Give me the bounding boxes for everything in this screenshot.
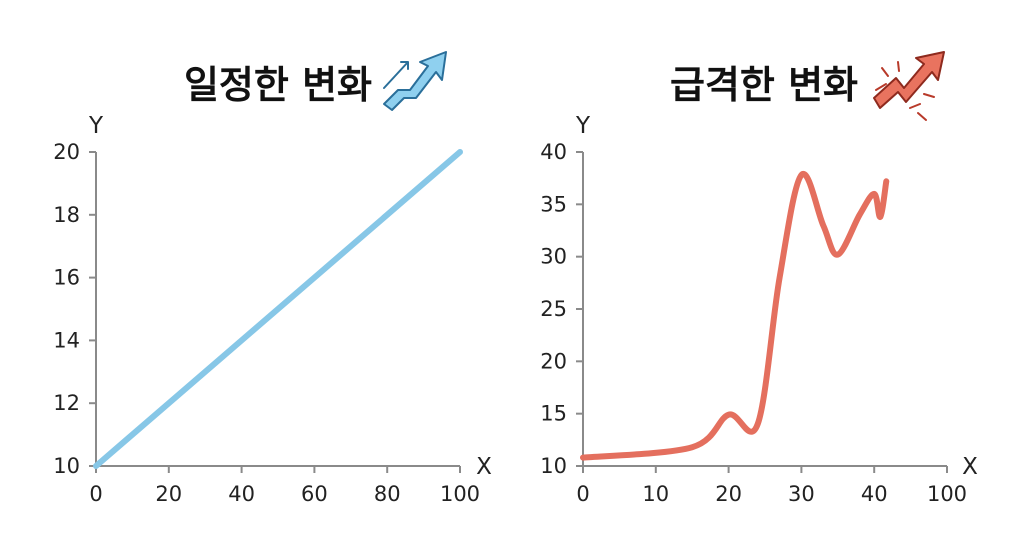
- sharp-rise-arrow-icon: [873, 51, 945, 121]
- chart-left-x-tick-label: 0: [89, 482, 102, 506]
- chart-right-axes: [582, 152, 947, 467]
- chart-right-y-tick-label: 10: [540, 454, 567, 478]
- chart-left-x-tick-label: 100: [440, 482, 480, 506]
- chart-right-x-tick-label: 100: [927, 482, 967, 506]
- chart-right-x-tick-label: 20: [715, 482, 742, 506]
- chart-right-title: 급격한 변화: [670, 63, 858, 107]
- chart-right-x-axis-title: X: [962, 454, 978, 480]
- chart-left-x-tick-label: 60: [301, 482, 328, 506]
- chart-left-series-line: [93, 149, 463, 469]
- chart-right-x-tick-label: 10: [642, 482, 669, 506]
- chart-right-y-tick-label: 15: [540, 402, 567, 426]
- chart-left-y-tick-label: 14: [53, 328, 80, 352]
- chart-left-y-tick-label: 20: [53, 140, 80, 164]
- chart-left-y-tick-label: 12: [53, 391, 80, 415]
- chart-right-x-ticks: 0 10 20 30 40 100: [576, 466, 967, 506]
- chart-left-x-tick-label: 20: [155, 482, 182, 506]
- chart-left-x-axis-title: X: [476, 454, 492, 480]
- chart-right-y-tick-label: 20: [540, 349, 567, 373]
- chart-right-y-tick-label: 40: [540, 140, 567, 164]
- chart-left-x-tick-label: 40: [228, 482, 255, 506]
- chart-left-x-tick-label: 80: [374, 482, 401, 506]
- chart-right-y-ticks: 10 15 20 25 30 35 40: [540, 140, 583, 478]
- chart-left-title: 일정한 변화: [184, 63, 372, 107]
- chart-left-y-axis-title: Y: [88, 113, 104, 139]
- chart-right: 급격한 변화 0 10 20 30 40 100 10 15 20 25 30 35 40 Y X: [540, 51, 978, 506]
- chart-right-y-tick-label: 30: [540, 245, 567, 269]
- chart-left-y-tick-label: 16: [53, 266, 80, 290]
- chart-left-x-ticks: 0 20 40 60 80 100: [89, 466, 480, 506]
- chart-right-x-tick-label: 0: [576, 482, 589, 506]
- chart-left-y-tick-label: 10: [53, 454, 80, 478]
- chart-right-y-axis-title: Y: [575, 113, 591, 139]
- chart-right-series-line: [580, 170, 890, 461]
- chart-right-y-tick-label: 35: [540, 192, 567, 216]
- chart-right-y-tick-label: 25: [540, 297, 567, 321]
- chart-right-x-tick-label: 30: [788, 482, 815, 506]
- rising-arrow-icon: [383, 51, 447, 111]
- chart-left-y-tick-label: 18: [53, 203, 80, 227]
- chart-left-y-ticks: 10 12 14 16 18 20: [53, 140, 96, 478]
- chart-right-x-tick-label: 40: [861, 482, 888, 506]
- chart-left: 일정한 변화 0 20 40 60 80 100 10 12 14 16 18 20 Y X: [53, 51, 492, 506]
